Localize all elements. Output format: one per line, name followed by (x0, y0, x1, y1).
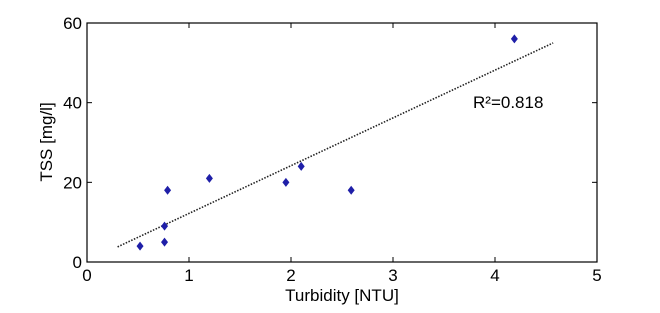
data-point (164, 185, 172, 195)
x-tick-label: 5 (592, 266, 601, 285)
data-point (282, 177, 290, 187)
x-tick-label: 1 (184, 266, 193, 285)
x-tick-label: 0 (82, 266, 91, 285)
data-point (161, 237, 169, 247)
x-tick-label: 3 (388, 266, 397, 285)
data-point (347, 185, 355, 195)
x-tick-label: 4 (490, 266, 499, 285)
y-tick-label: 0 (73, 253, 82, 272)
trendline (117, 42, 554, 248)
data-point (297, 161, 305, 171)
y-axis-label: TSS [mg/l] (37, 102, 56, 181)
y-tick-label: 60 (63, 14, 82, 33)
y-tick-label: 40 (63, 94, 82, 113)
x-axis-label: Turbidity [NTU] (285, 286, 399, 305)
data-point (510, 34, 518, 44)
annotation: R²=0.818 (473, 93, 543, 112)
data-point (205, 173, 213, 183)
x-tick-label: 2 (286, 266, 295, 285)
data-point (161, 221, 169, 231)
data-point (136, 241, 144, 251)
y-tick-label: 20 (63, 173, 82, 192)
